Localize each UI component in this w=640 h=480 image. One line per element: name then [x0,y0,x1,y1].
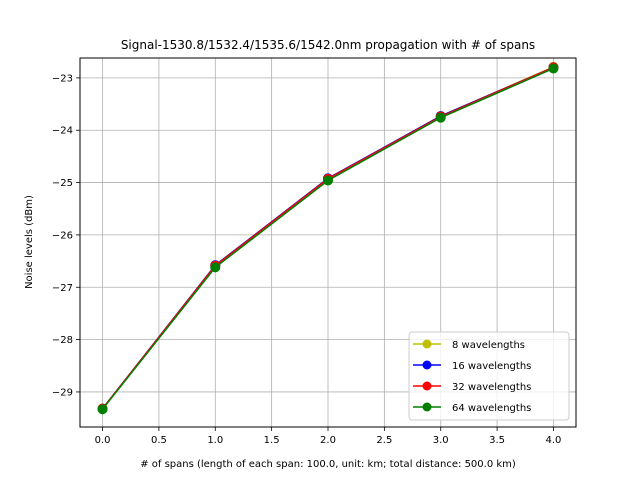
x-tick-label: 1.5 [264,435,280,446]
y-axis-ticks: −29 −28 −27 −26 −25 −24 −23 [52,73,80,398]
y-tick-label: −24 [52,126,73,137]
x-tick-label: 1.0 [207,435,223,446]
x-tick-label: 3.5 [489,435,505,446]
x-tick-label: 3.0 [433,435,449,446]
legend: 8 wavelengths 16 wavelengths 32 wavelength… [408,331,570,421]
x-tick-label: 2.0 [320,435,336,446]
series-4 [97,63,559,415]
chart-title: Signal-1530.8/1532.4/1535.6/1542.0nm pro… [121,38,535,52]
legend-marker [422,381,432,391]
legend-label: 16 wavelengths [452,361,531,372]
x-tick-label: 4.0 [546,435,562,446]
y-tick-label: −26 [52,230,73,241]
data-point [97,404,108,415]
y-tick-label: −29 [52,387,73,398]
legend-label: 64 wavelengths [452,403,531,414]
x-axis-title: # of spans (length of each span: 100.0, … [140,459,516,470]
y-tick-label: −27 [52,283,73,294]
y-tick-label: −25 [52,178,73,189]
legend-marker [422,339,432,349]
x-axis-ticks: 0.0 0.5 1.0 1.5 2.0 2.5 3.0 3.5 4.0 [95,427,562,446]
y-tick-label: −28 [52,335,73,346]
x-tick-label: 0.0 [95,435,111,446]
y-tick-label: −23 [52,73,73,84]
legend-label: 32 wavelengths [452,382,531,393]
data-point [210,262,221,273]
legend-marker [422,402,432,412]
data-point [323,175,333,186]
legend-box [408,331,570,421]
legend-marker [422,360,432,370]
legend-label: 8 wavelengths [452,340,525,351]
y-axis-title: Noise levels (dBm) [24,195,35,289]
x-tick-label: 2.5 [376,435,392,446]
data-point [548,63,559,74]
x-tick-label: 0.5 [151,435,167,446]
series-layer [97,61,559,415]
data-point [435,112,446,123]
